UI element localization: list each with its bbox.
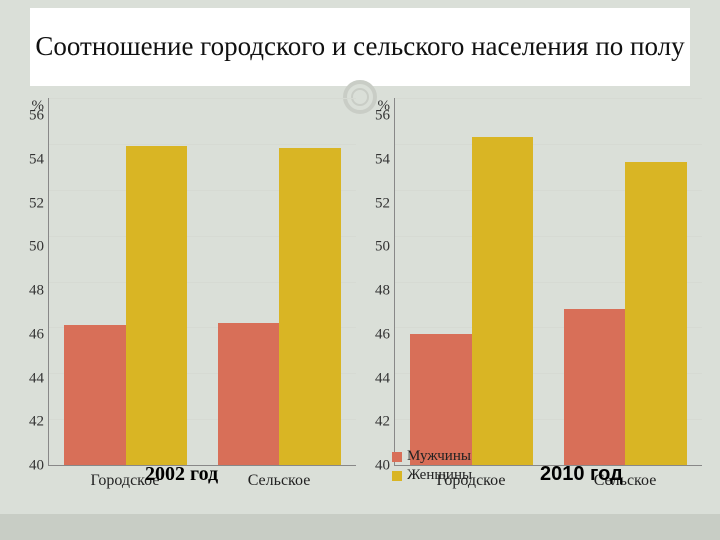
chart-right: % 404244464850525456 ГородскоеСельское xyxy=(364,98,702,490)
plot-right xyxy=(394,98,702,466)
ytick: 46 xyxy=(375,326,390,343)
legend-label: Женщины xyxy=(407,467,472,484)
ytick: 44 xyxy=(375,370,390,387)
yticks-right: 404244464850525456 xyxy=(364,116,394,466)
year-label-right: 2010 год xyxy=(540,463,623,486)
ytick: 52 xyxy=(375,195,390,212)
ytick: 54 xyxy=(29,151,44,168)
legend-label: Мужчины xyxy=(407,448,471,465)
legend-item: Мужчины xyxy=(392,448,472,465)
ytick: 56 xyxy=(375,108,390,125)
year-label-left: 2002 год xyxy=(145,463,218,486)
ytick: 42 xyxy=(375,414,390,431)
bar-group xyxy=(49,98,203,465)
ytick: 48 xyxy=(29,283,44,300)
legend: Мужчины Женщины xyxy=(392,448,472,484)
bar-group xyxy=(203,98,357,465)
bar xyxy=(64,325,125,465)
ytick: 44 xyxy=(29,370,44,387)
bar xyxy=(625,162,686,465)
ytick: 54 xyxy=(375,151,390,168)
chart-left: % 404244464850525456 ГородскоеСельское xyxy=(18,98,356,490)
ytick: 52 xyxy=(29,195,44,212)
ytick: 50 xyxy=(375,239,390,256)
legend-swatch xyxy=(392,452,402,462)
plot-left xyxy=(48,98,356,466)
footer-band xyxy=(0,514,720,540)
bar xyxy=(218,323,279,465)
charts-container: % 404244464850525456 ГородскоеСельское %… xyxy=(18,98,702,490)
bar xyxy=(279,148,340,465)
xlabel: Сельское xyxy=(202,466,356,490)
bar xyxy=(564,309,625,465)
bar-group xyxy=(549,98,703,465)
page-title: Соотношение городского и сельского насел… xyxy=(35,31,684,62)
ytick: 50 xyxy=(29,239,44,256)
bar xyxy=(410,334,471,465)
ytick: 56 xyxy=(29,108,44,125)
ytick: 40 xyxy=(29,458,44,475)
legend-swatch xyxy=(392,471,402,481)
bar-group xyxy=(395,98,549,465)
yticks-left: 404244464850525456 xyxy=(18,116,48,466)
bar xyxy=(126,146,187,465)
ytick: 40 xyxy=(375,458,390,475)
bar xyxy=(472,137,533,465)
header: Соотношение городского и сельского насел… xyxy=(30,8,690,86)
ytick: 42 xyxy=(29,414,44,431)
ytick: 48 xyxy=(375,283,390,300)
ytick: 46 xyxy=(29,326,44,343)
legend-item: Женщины xyxy=(392,467,472,484)
